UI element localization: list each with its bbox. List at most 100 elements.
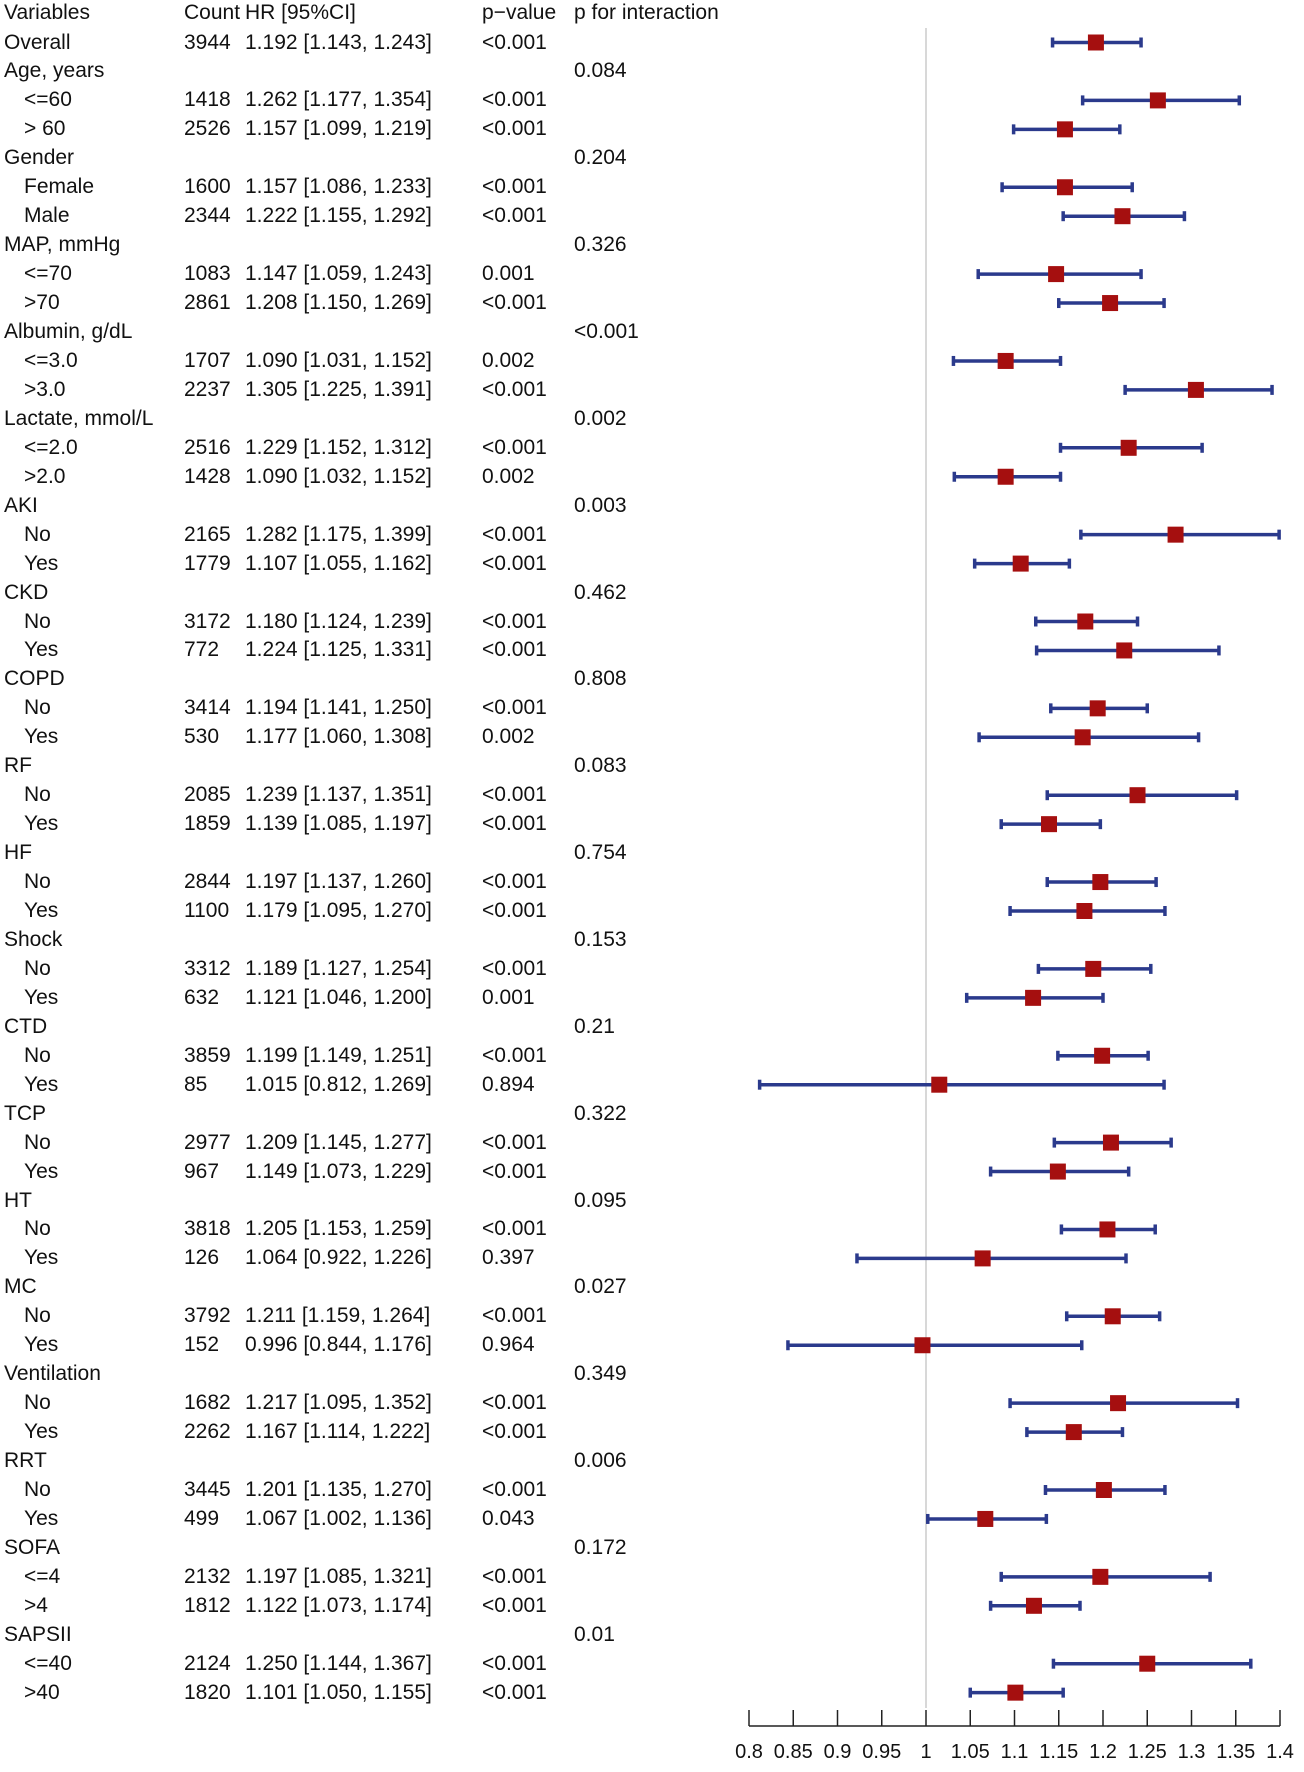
subgroup-label: No: [24, 696, 51, 720]
count-value: 772: [184, 638, 220, 662]
variable-label: HT: [4, 1188, 32, 1212]
variable-label: SAPSII: [4, 1622, 72, 1646]
count-value: 2861: [184, 291, 231, 315]
p-interaction-value: 0.006: [574, 1449, 627, 1473]
p-value: <0.001: [482, 377, 547, 401]
subgroup-label: Yes: [24, 899, 59, 922]
x-tick-label: 0.95: [862, 1741, 901, 1763]
x-tick-label: 0.8: [735, 1741, 763, 1763]
subgroup-label: Male: [24, 204, 70, 228]
p-value: <0.001: [482, 551, 547, 575]
p-interaction-value: 0.326: [574, 233, 627, 257]
variable-label: RRT: [4, 1449, 47, 1473]
point-estimate: [1085, 960, 1102, 977]
count-value: 85: [184, 1072, 208, 1096]
point-estimate: [1149, 92, 1166, 109]
p-value: <0.001: [482, 117, 547, 141]
point-estimate: [1065, 1424, 1082, 1441]
point-estimate: [997, 468, 1014, 485]
p-value: <0.001: [482, 1304, 547, 1328]
p-value: <0.001: [482, 291, 547, 315]
p-interaction-value: <0.001: [574, 320, 639, 343]
p-interaction-value: 0.754: [574, 841, 627, 865]
p-value: <0.001: [482, 1420, 547, 1444]
count-value: 3172: [184, 609, 231, 633]
p-interaction-value: 0.01: [574, 1622, 615, 1646]
p-value: <0.001: [482, 696, 547, 720]
count-value: 2237: [184, 377, 231, 401]
variable-label: MAP, mmHg: [4, 233, 121, 257]
p-value: 0.002: [482, 348, 535, 372]
p-interaction-value: 0.153: [574, 927, 627, 951]
p-value: <0.001: [482, 1593, 547, 1617]
subgroup-label: No: [24, 609, 51, 633]
hr-ci-value: 1.305 [1.225, 1.391]: [245, 377, 432, 401]
count-value: 2085: [184, 783, 231, 807]
subgroup-label: Yes: [24, 551, 59, 575]
p-value: <0.001: [482, 956, 547, 980]
hr-ci-value: 1.149 [1.073, 1.229]: [245, 1159, 432, 1183]
header-variables: Variables: [4, 1, 90, 24]
point-estimate: [1025, 989, 1042, 1006]
hr-ci-value: 1.064 [0.922, 1.226]: [245, 1246, 432, 1270]
subgroup-label: No: [24, 783, 51, 807]
count-value: 499: [184, 1506, 220, 1530]
hr-ci-value: 1.179 [1.095, 1.270]: [245, 899, 432, 922]
x-tick-label: 1.15: [1039, 1741, 1078, 1763]
p-interaction-value: 0.21: [574, 1014, 615, 1038]
p-value: <0.001: [482, 435, 547, 459]
subgroup-label: <=2.0: [24, 435, 78, 459]
header-p-value: p−value: [482, 1, 557, 24]
point-estimate: [1077, 613, 1094, 630]
subgroup-label: Female: [24, 175, 95, 199]
subgroup-label: No: [24, 1304, 51, 1328]
hr-ci-value: 1.147 [1.059, 1.243]: [245, 262, 432, 286]
subgroup-label: No: [24, 522, 51, 546]
p-value: <0.001: [482, 1130, 547, 1154]
variable-label: HF: [4, 841, 32, 865]
p-value: <0.001: [482, 30, 547, 54]
count-value: 3312: [184, 956, 231, 980]
point-estimate: [1099, 1221, 1116, 1238]
subgroup-label: <=60: [24, 88, 72, 112]
p-value: <0.001: [482, 1651, 547, 1675]
hr-ci-value: 1.262 [1.177, 1.354]: [245, 88, 432, 112]
x-tick-label: 0.9: [824, 1741, 852, 1763]
subgroup-label: Yes: [24, 638, 59, 662]
point-estimate: [1087, 34, 1104, 51]
point-estimate: [1102, 1134, 1119, 1151]
count-value: 1820: [184, 1680, 231, 1704]
subgroup-label: >4: [24, 1593, 48, 1617]
p-value: <0.001: [482, 204, 547, 228]
point-estimate: [1056, 179, 1073, 196]
hr-ci-value: 1.217 [1.095, 1.352]: [245, 1391, 432, 1415]
hr-ci-value: 1.015 [0.812, 1.269]: [245, 1072, 432, 1096]
x-tick-label: 1: [920, 1741, 931, 1763]
variable-label: CTD: [4, 1014, 48, 1038]
x-tick-label: 1.3: [1178, 1741, 1206, 1763]
p-value: <0.001: [482, 899, 547, 922]
hr-ci-value: 1.197 [1.137, 1.260]: [245, 870, 432, 894]
count-value: 2262: [184, 1420, 231, 1444]
count-value: 1418: [184, 88, 231, 112]
count-value: 3445: [184, 1478, 231, 1501]
count-value: 2124: [184, 1651, 231, 1675]
hr-ci-value: 1.229 [1.152, 1.312]: [245, 435, 432, 459]
x-tick-label: 1.05: [951, 1741, 990, 1763]
count-value: 2977: [184, 1130, 231, 1154]
count-value: 1812: [184, 1593, 231, 1617]
hr-ci-value: 1.167 [1.114, 1.222]: [245, 1420, 431, 1444]
subgroup-label: No: [24, 870, 51, 894]
hr-ci-value: 1.211 [1.159, 1.264]: [245, 1304, 431, 1328]
hr-ci-value: 1.090 [1.032, 1.152]: [245, 464, 432, 488]
p-value: <0.001: [482, 609, 547, 633]
variable-label: Lactate, mmol/L: [4, 406, 154, 430]
p-value: <0.001: [482, 88, 547, 112]
p-value: <0.001: [482, 1680, 547, 1704]
count-value: 2526: [184, 117, 231, 141]
count-value: 1600: [184, 175, 231, 199]
point-estimate: [914, 1337, 931, 1354]
x-tick-label: 1.2: [1089, 1741, 1117, 1763]
point-estimate: [1120, 439, 1137, 456]
count-value: 3859: [184, 1043, 231, 1067]
